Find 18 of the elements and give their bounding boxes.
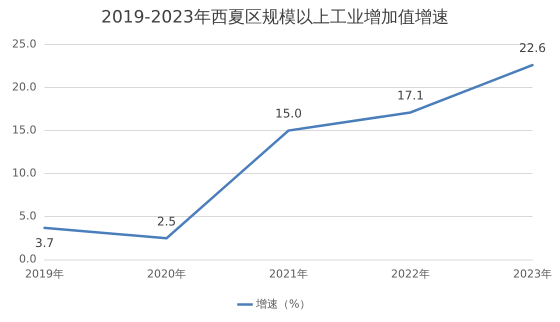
chart-title: 2019-2023年西夏区规模以上工业增加值增速 xyxy=(101,8,449,28)
y-tick-label: 5.0 xyxy=(18,210,36,223)
data-label: 22.6 xyxy=(519,41,546,56)
x-tick-label: 2019年 xyxy=(24,267,64,280)
y-tick-label: 0.0 xyxy=(18,252,36,266)
legend-label: 增速（%） xyxy=(255,297,310,310)
y-tick-label: 20.0 xyxy=(12,80,36,94)
x-tick-label: 2021年 xyxy=(269,267,308,280)
data-label: 2.5 xyxy=(156,214,176,228)
data-label: 15.0 xyxy=(275,106,302,121)
y-tick-label: 10.0 xyxy=(12,166,36,180)
data-label: 17.1 xyxy=(397,88,424,103)
x-tick-label: 2023年 xyxy=(513,267,552,280)
x-tick-label: 2020年 xyxy=(146,267,186,280)
x-tick-label: 2022年 xyxy=(391,267,430,280)
data-label: 3.7 xyxy=(34,236,54,250)
y-tick-label: 25.0 xyxy=(12,37,36,50)
y-tick-label: 15.0 xyxy=(12,123,36,136)
